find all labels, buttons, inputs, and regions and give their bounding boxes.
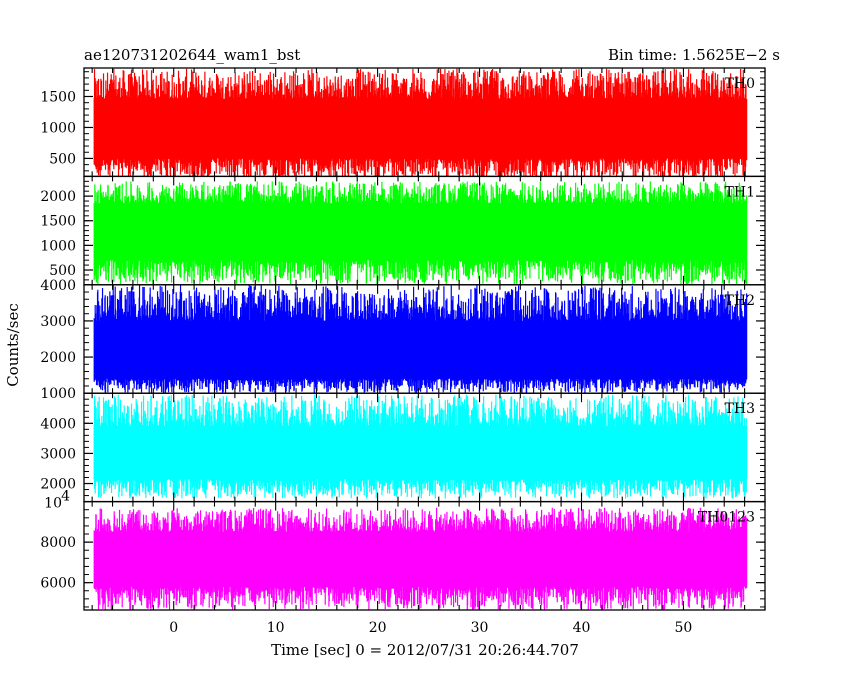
x-tick-label: 0 — [169, 620, 178, 636]
y-tick-label: 1500 — [40, 89, 76, 105]
y-top-label-exponent: 4 — [61, 489, 70, 505]
x-tick-label: 30 — [471, 620, 489, 636]
panel-label: TH0123 — [698, 510, 755, 526]
chart-title-right: Bin time: 1.5625E−2 s — [608, 46, 780, 64]
panel-label: TH1 — [725, 184, 755, 200]
y-tick-label: 2000 — [40, 189, 76, 205]
y-tick-label: 1500 — [40, 214, 76, 230]
panel-frame — [83, 500, 766, 611]
x-tick-label: 10 — [267, 620, 285, 636]
y-tick-label: 8000 — [40, 535, 76, 551]
panel-label: TH2 — [725, 293, 755, 309]
panel-label: TH0 — [725, 76, 755, 92]
chart-title-left: ae120731202644_wam1_bst — [84, 46, 300, 64]
y-tick-label: 6000 — [40, 576, 76, 592]
panel-th0123: 6000 8000 10 4 TH0123 — [40, 489, 766, 611]
series-band-th0 — [94, 106, 747, 152]
x-tick-label: 20 — [369, 620, 387, 636]
y-tick-label: 2000 — [40, 350, 76, 366]
panel-th3: 2000 3000 4000 TH3 — [40, 392, 766, 503]
y-tick-label: 3000 — [40, 314, 76, 330]
y-tick-label: 4000 — [40, 278, 76, 294]
y-tick-label: 500 — [49, 151, 76, 167]
y-axis-label: Counts/sec — [4, 303, 22, 387]
x-tick-label: 40 — [573, 620, 591, 636]
panel-label: TH3 — [725, 401, 755, 417]
series-band-th2 — [94, 327, 747, 372]
y-top-label: 10 — [44, 496, 62, 512]
series-band-th0123 — [94, 538, 747, 581]
y-tick-label: 1000 — [40, 238, 76, 254]
y-tick-label: 2000 — [40, 477, 76, 493]
y-tick-label: 3000 — [40, 446, 76, 462]
panel-th1: 500 1000 1500 2000 TH1 — [40, 175, 766, 286]
y-tick-label: 4000 — [40, 416, 76, 432]
series-band-th3 — [94, 432, 747, 473]
y-tick-label: 500 — [49, 263, 76, 279]
y-tick-label: 1000 — [40, 386, 76, 402]
x-axis-label: Time [sec] 0 = 2012/07/31 20:26:44.707 — [271, 641, 579, 659]
series-band-th1 — [94, 210, 747, 254]
x-tick-label: 50 — [675, 620, 693, 636]
y-tick-label: 1000 — [40, 120, 76, 136]
